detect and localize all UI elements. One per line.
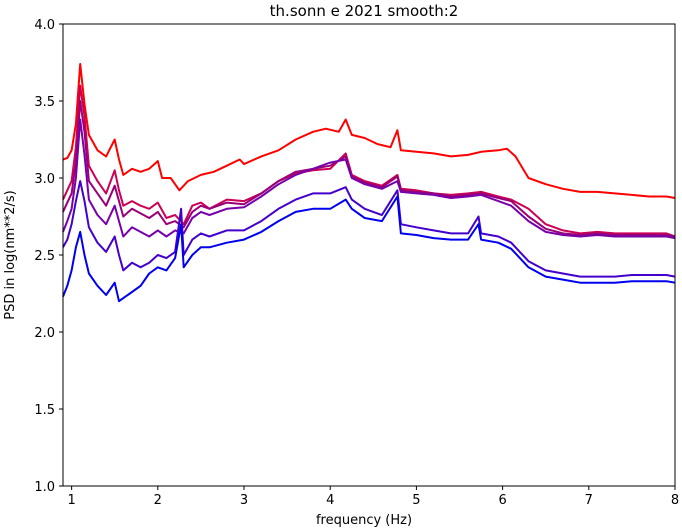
y-tick-label: 2.0 <box>34 326 55 341</box>
y-tick-label: 3.5 <box>34 95 55 110</box>
y-axis-label: PSD in log(nm**2/s) <box>3 190 18 320</box>
y-tick-label: 3.0 <box>34 172 55 187</box>
series-line-4 <box>62 118 676 240</box>
y-tick-label: 1.0 <box>34 480 55 495</box>
x-tick-label: 3 <box>240 493 248 508</box>
x-tick-label: 1 <box>67 493 75 508</box>
ticks-layer: 1 2 3 4 5 6 7 8 1.0 1.5 2.0 2.5 3.0 3.5 4.0 <box>34 18 679 508</box>
series-line-3 <box>62 100 676 238</box>
series-line-6 <box>62 195 676 303</box>
series-line-5 <box>62 180 676 278</box>
y-tick-label: 2.5 <box>34 249 55 264</box>
x-tick-label: 4 <box>326 493 334 508</box>
x-tick-label: 5 <box>412 493 420 508</box>
x-tick-label: 2 <box>154 493 162 508</box>
y-tick-label: 1.5 <box>34 403 55 418</box>
series-layer <box>62 63 676 303</box>
plot-frame <box>62 23 676 487</box>
x-axis-label: frequency (Hz) <box>316 513 412 528</box>
series-line-1 <box>62 63 676 199</box>
y-tick-label: 4.0 <box>34 18 55 33</box>
chart-title: th.sonn e 2021 smooth:2 <box>270 2 459 20</box>
x-tick-label: 6 <box>498 493 506 508</box>
x-tick-label: 8 <box>671 493 679 508</box>
x-tick-label: 7 <box>585 493 593 508</box>
